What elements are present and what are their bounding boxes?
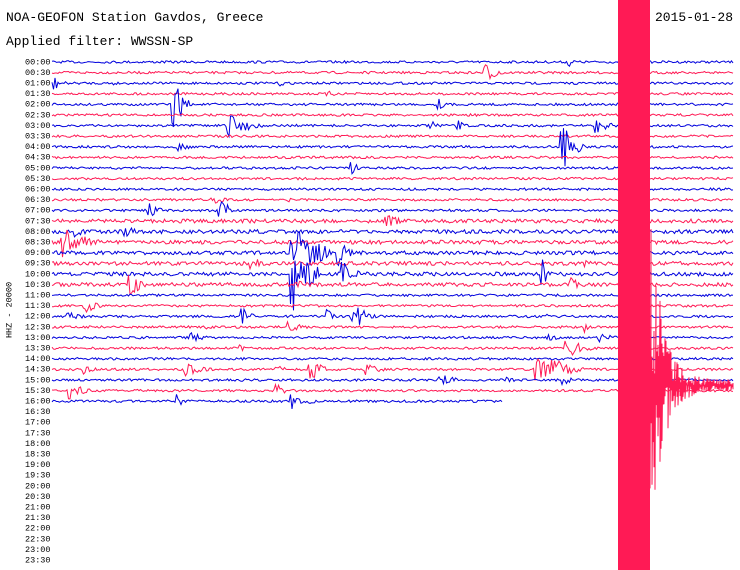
time-label: 17:30	[25, 428, 51, 438]
time-label: 18:30	[25, 449, 51, 459]
time-label: 01:00	[25, 78, 51, 88]
event	[618, 0, 650, 570]
time-label: 13:30	[25, 343, 51, 353]
time-label: 12:00	[25, 312, 51, 322]
time-label: 08:30	[25, 237, 51, 247]
time-label: 22:30	[25, 534, 51, 544]
time-label: 20:00	[25, 481, 51, 491]
date: 2015-01-28	[655, 10, 733, 25]
time-label: 05:00	[25, 163, 51, 173]
time-label: 21:30	[25, 513, 51, 523]
time-label: 09:00	[25, 248, 51, 258]
time-label: 02:00	[25, 100, 51, 110]
time-label: 21:00	[25, 502, 51, 512]
time-label: 14:30	[25, 365, 51, 375]
time-label: 07:00	[25, 206, 51, 216]
time-label: 06:30	[25, 195, 51, 205]
time-label: 08:00	[25, 227, 51, 237]
time-label: 22:00	[25, 524, 51, 534]
filter: Applied filter: WWSSN-SP	[6, 34, 193, 49]
time-label: 11:30	[25, 301, 51, 311]
time-label: 04:30	[25, 153, 51, 163]
time-label: 20:30	[25, 492, 51, 502]
trace	[51, 394, 503, 409]
time-label: 03:00	[25, 121, 51, 131]
time-label: 23:00	[25, 545, 51, 555]
time-label: 02:30	[25, 110, 51, 120]
time-label: 05:30	[25, 174, 51, 184]
time-label: 14:00	[25, 354, 51, 364]
time-label: 16:30	[25, 407, 51, 417]
time-label: 10:30	[25, 280, 51, 290]
time-label: 07:30	[25, 216, 51, 226]
time-label: 10:00	[25, 269, 51, 279]
time-label: 16:00	[25, 396, 51, 406]
title: NOA-GEOFON Station Gavdos, Greece	[6, 10, 263, 25]
time-label: 15:00	[25, 375, 51, 385]
channel-label: HHZ - 20000	[4, 282, 14, 338]
time-label: 18:00	[25, 439, 51, 449]
time-label: 06:00	[25, 184, 51, 194]
time-label: 19:30	[25, 471, 51, 481]
time-label: 13:00	[25, 333, 51, 343]
time-label: 03:30	[25, 131, 51, 141]
event-coda	[649, 229, 734, 490]
time-label: 15:30	[25, 386, 51, 396]
time-label: 09:30	[25, 259, 51, 269]
time-label: 23:30	[25, 555, 51, 565]
time-label: 00:00	[25, 57, 51, 67]
time-label: 01:30	[25, 89, 51, 99]
time-labels: 00:0000:3001:0001:3002:0002:3003:0003:30…	[25, 57, 51, 565]
time-label: 17:00	[25, 418, 51, 428]
time-label: 11:00	[25, 290, 51, 300]
time-label: 04:00	[25, 142, 51, 152]
traces	[51, 0, 734, 570]
time-label: 12:30	[25, 322, 51, 332]
time-label: 19:00	[25, 460, 51, 470]
time-label: 00:30	[25, 68, 51, 78]
